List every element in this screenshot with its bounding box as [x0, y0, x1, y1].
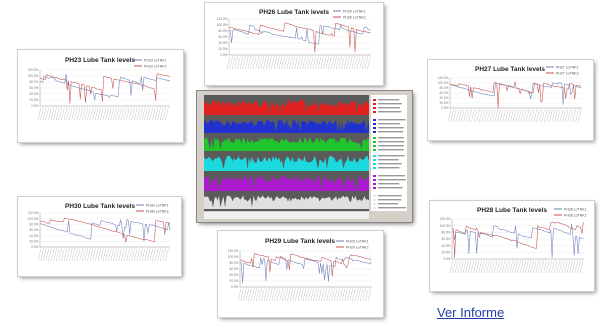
- chart-title: PH29 Lube Tank levels: [265, 238, 335, 245]
- plot-area: 120.0%100.0%80.0%60.0%40.0%20.0%0.0%: [438, 76, 582, 123]
- plot-area: 120.0% 100.0% 80.0% 60.0% 40.0% 20.0% 0.0%: [228, 249, 372, 302]
- y-tick-label: 40.0%: [439, 96, 448, 100]
- chart-legend: PH28 LoTNK1 PH28 LoTNK2: [554, 208, 587, 218]
- legend-item-2: PH28 LoTNK2: [564, 214, 587, 218]
- chart-title: PH23 Lube Tank levels: [65, 57, 135, 64]
- trend-screen: [197, 91, 412, 222]
- y-tick-label: 80.0%: [218, 29, 227, 33]
- legend-item-1: PH27 LoTNK1: [556, 66, 579, 70]
- chart-legend: PH30 LoTNK1 PH30 LoTNK2: [136, 204, 169, 214]
- y-tick-label: 100.0%: [228, 255, 239, 259]
- plot-area: 120.0% 100.0% 80.0% 60.0% 40.0% 20.0% 0.0%: [28, 68, 171, 121]
- y-tick-label: 80.0%: [29, 223, 38, 227]
- legend-item-2: PH30 LoTNK2: [146, 210, 169, 214]
- chart-ph28-svg: PH28 Lube Tank levels PH28 LoTNK1 PH28 L…: [440, 207, 587, 274]
- y-tick-label: 100.0%: [438, 81, 449, 85]
- y-tick-label: 40.0%: [218, 41, 227, 45]
- plot-area: 120.0% 100.0% 80.0% 60.0% 40.0% 20.0% 0.0%: [217, 17, 371, 70]
- y-tick-label: 120.0%: [228, 249, 239, 253]
- chart-ph30-svg: PH30 Lube Tank levels PH30 LoTNK1 PH30 L…: [28, 203, 171, 262]
- chart-title: PH26 Lube Tank levels: [259, 9, 329, 16]
- y-tick-label: 0.0%: [231, 285, 238, 289]
- y-tick-label: 100.0%: [217, 23, 228, 27]
- y-tick-label: 0.0%: [443, 257, 450, 261]
- plot-area: 120.0% 100.0% 80.0%60.0% 40.0% 20.0%0.0%: [28, 211, 171, 262]
- legend-item-2: PH26 LoTNK2: [343, 16, 366, 20]
- y-tick-label: 20.0%: [439, 101, 448, 105]
- y-tick-label: 20.0%: [441, 251, 450, 255]
- legend-item-2: PH29 LoTNK2: [346, 246, 369, 250]
- chart-legend: PH29 LoTNK1 PH29 LoTNK2: [336, 240, 369, 250]
- chart-ph26-svg: PH26 Lube Tank levels PH26 LoTNK1 PH26 L…: [217, 9, 371, 70]
- legend-item-1: PH28 LoTNK1: [564, 208, 587, 212]
- y-tick-label: 120.0%: [28, 211, 39, 215]
- chart-legend: PH23 LoTNK1 PH23 LoTNK2: [134, 59, 167, 69]
- view-report-link[interactable]: Ver Informe: [437, 305, 505, 320]
- chart-legend: PH27 LoTNK1 PH27 LoTNK2: [546, 66, 579, 76]
- y-tick-label: 100.0%: [440, 224, 451, 228]
- y-tick-label: 80.0%: [29, 80, 38, 84]
- chart-ph26: PH26 Lube Tank levels PH26 LoTNK1 PH26 L…: [205, 3, 383, 85]
- y-tick-label: 100.0%: [28, 217, 39, 221]
- y-tick-label: 40.0%: [29, 92, 38, 96]
- chart-title: PH28 Lube Tank levels: [477, 207, 547, 214]
- chart-ph23-svg: PH23 Lube Tank levels PH23 LoTNK1 PH23 L…: [28, 57, 171, 121]
- y-tick-label: 120.0%: [440, 217, 451, 221]
- y-tick-label: 40.0%: [29, 234, 38, 238]
- y-tick-label: 100.0%: [28, 74, 39, 78]
- y-tick-label: 0.0%: [441, 106, 448, 110]
- legend-item-2: PH23 LoTNK2: [144, 65, 167, 69]
- chart-ph29: PH29 Lube Tank levels PH29 LoTNK1 PH29 L…: [218, 231, 383, 317]
- y-tick-label: 0.0%: [31, 245, 38, 249]
- y-tick-label: 80.0%: [441, 231, 450, 235]
- y-tick-label: 40.0%: [441, 244, 450, 248]
- y-tick-label: 60.0%: [29, 228, 38, 232]
- chart-ph29-svg: PH29 Lube Tank levels PH29 LoTNK1 PH29 L…: [228, 238, 372, 302]
- y-tick-label: 120.0%: [28, 68, 39, 72]
- y-tick-label: 80.0%: [439, 86, 448, 90]
- y-tick-label: 20.0%: [218, 47, 227, 51]
- trend-screen-svg: [197, 91, 412, 222]
- legend-item-1: PH29 LoTNK1: [346, 240, 369, 244]
- y-tick-label: 120.0%: [438, 76, 449, 80]
- y-tick-label: 40.0%: [229, 273, 238, 277]
- chart-ph27-svg: PH27 Lube Tank levels PH27 LoTNK1 PH27 L…: [438, 66, 582, 123]
- chart-title: PH30 Lube Tank levels: [65, 203, 135, 210]
- legend-item-1: PH26 LoTNK1: [343, 10, 366, 14]
- y-tick-label: 60.0%: [441, 237, 450, 241]
- y-tick-label: 0.0%: [220, 53, 227, 57]
- y-tick-label: 120.0%: [217, 17, 228, 21]
- y-tick-label: 60.0%: [29, 86, 38, 90]
- legend-item-1: PH23 LoTNK1: [144, 59, 167, 63]
- chart-ph30: PH30 Lube Tank levels PH30 LoTNK1 PH30 L…: [18, 197, 181, 276]
- y-tick-label: 20.0%: [29, 98, 38, 102]
- y-tick-label: 60.0%: [218, 35, 227, 39]
- legend-item-1: PH30 LoTNK1: [146, 204, 169, 208]
- chart-ph27: PH27 Lube Tank levels PH27 LoTNK1 PH27 L…: [428, 60, 593, 140]
- chart-ph23: PH23 Lube Tank levels PH23 LoTNK1 PH23 L…: [18, 50, 183, 142]
- legend-item-2: PH27 LoTNK2: [556, 72, 579, 76]
- y-tick-label: 20.0%: [229, 279, 238, 283]
- y-tick-label: 60.0%: [229, 267, 238, 271]
- chart-legend: PH26 LoTNK1 PH26 LoTNK2: [333, 10, 366, 20]
- chart-ph28: PH28 Lube Tank levels PH28 LoTNK1 PH28 L…: [430, 201, 594, 291]
- plot-area: 120.0% 100.0% 80.0% 60.0% 40.0% 20.0% 0.0%: [440, 217, 584, 274]
- y-tick-label: 80.0%: [229, 261, 238, 265]
- chart-title: PH27 Lube Tank levels: [475, 66, 545, 73]
- y-tick-label: 0.0%: [31, 104, 38, 108]
- y-tick-label: 60.0%: [439, 91, 448, 95]
- y-tick-label: 20.0%: [29, 240, 38, 244]
